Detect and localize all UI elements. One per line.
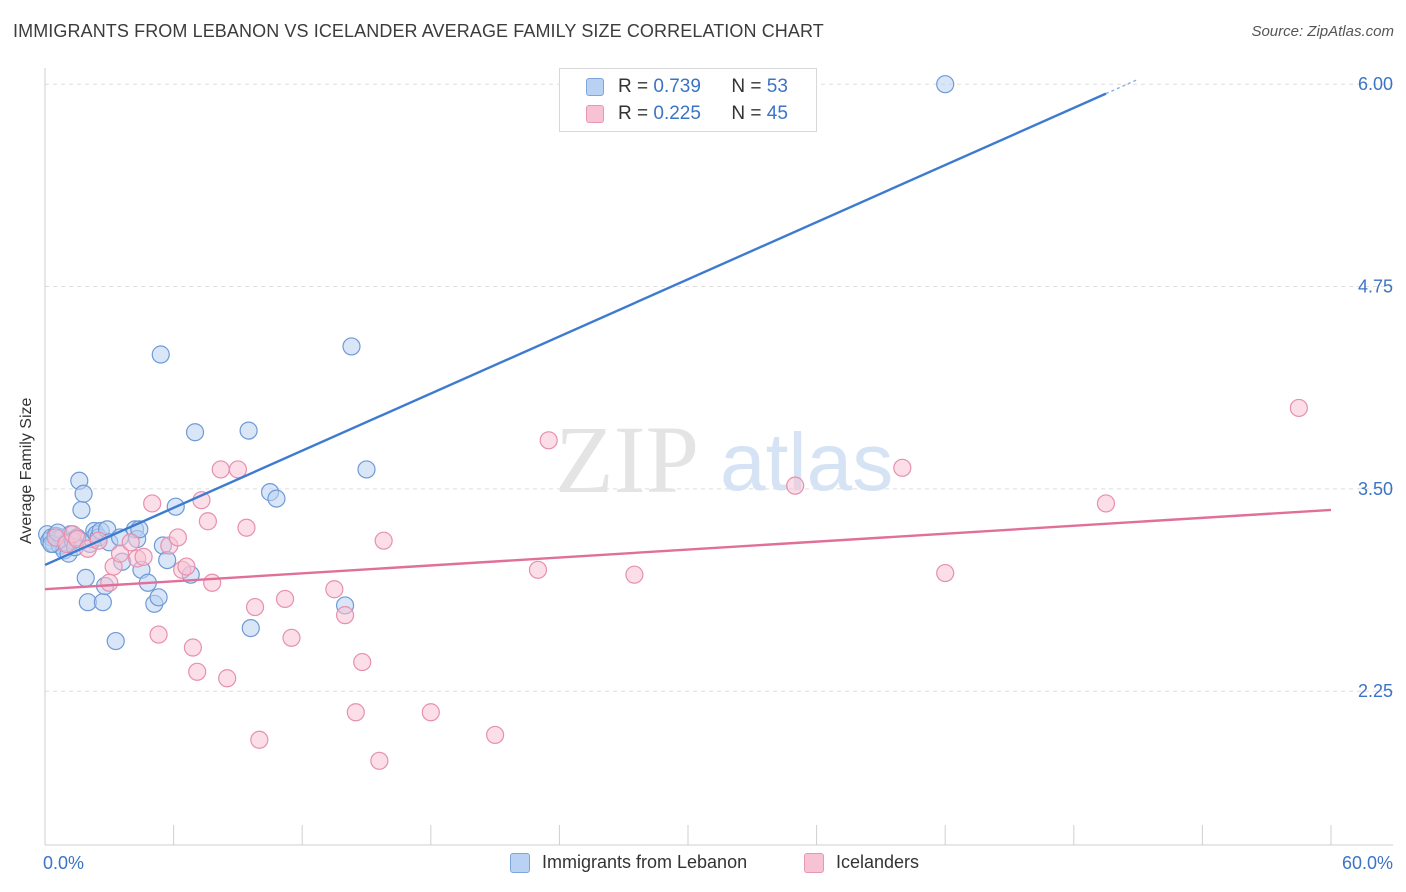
icelander-point [121,533,140,552]
y-tick-label: 2.25 [1358,681,1393,701]
icelander-point [275,589,295,609]
icelander-point [250,730,269,749]
lebanon-point [74,484,93,503]
icelander-point [183,638,202,657]
grid-lines [45,83,1393,692]
icelander-point [325,580,344,599]
lebanon-point [106,631,125,651]
chart-source: Source: ZipAtlas.com [1251,23,1394,40]
lebanon-point [342,337,361,356]
icelander-point [245,597,265,617]
icelander-point [203,573,222,592]
legend-item-lebanon: Immigrants from Lebanon [510,852,747,873]
icelander-point [421,703,440,722]
legend-row-lebanon: R = 0.739 N = 53 [586,74,788,100]
watermark-zip: ZIP [555,406,699,513]
icelander-point [149,625,168,644]
icelander-point [282,628,301,647]
icelander-point [346,703,365,722]
chart-title: IMMIGRANTS FROM LEBANON VS ICELANDER AVE… [13,21,824,41]
icelander-point [370,751,389,770]
x-tick-labels: 0.0% 60.0% [43,853,1393,873]
legend-swatch-pink [804,852,824,873]
icelander-point [936,563,955,583]
icelander-point [100,573,119,592]
icelander-point [110,544,130,563]
y-tick-label: 6.00 [1358,74,1393,94]
legend-row-icelanders: R = 0.225 N = 45 [586,101,788,127]
legend-n-label: N = [731,76,767,97]
legend-r-value: 0.225 [653,103,701,124]
y-tick-label: 4.75 [1358,277,1393,297]
icelander-point [211,460,230,479]
icelander-point [893,458,912,477]
legend-label-lebanon: Immigrants from Lebanon [542,852,748,872]
lebanon-point [936,75,955,94]
lebanon-point [93,593,112,612]
icelander-point [134,547,153,566]
lebanon-point [239,421,258,440]
icelander-point [374,531,393,550]
icelander-point [198,512,217,531]
x-tick-label-min: 0.0% [43,853,84,873]
lebanon-point [72,500,91,520]
icelander-point [188,662,207,681]
icelander-point [1096,494,1116,513]
legend-swatch-blue [586,78,604,96]
watermark: ZIP atlas [555,406,893,513]
legend-label-icelanders: Icelanders [836,852,920,872]
legend-n-value: 45 [766,103,788,124]
icelander-point [786,476,805,495]
y-tick-labels: 2.25 3.50 4.75 6.00 [1358,74,1393,701]
icelander-point [143,494,162,513]
lebanon-point [357,460,376,479]
icelanders-trend-line [44,508,1332,591]
icelander-point [353,652,372,672]
icelander-point [177,557,196,576]
series-legend: Immigrants from Lebanon Icelanders [0,852,1406,876]
lebanon-trend-line [44,92,1107,567]
legend-n-value: 53 [766,76,788,97]
legend-r-label: R = [618,103,654,124]
icelander-point [539,431,558,450]
legend-swatch-blue [510,852,530,873]
watermark-atlas: atlas [720,417,893,508]
lebanon-point [241,618,260,638]
icelander-point [528,560,548,579]
icelander-point [237,518,256,537]
axes [44,68,1393,846]
legend-r-value: 0.739 [653,76,701,97]
icelander-point [218,669,237,688]
lebanon-point [76,568,95,588]
lebanon-point [149,588,168,607]
trend-lines [44,78,1332,591]
legend-r-label: R = [618,76,654,97]
legend-n-label: N = [731,103,767,124]
lebanon-trend-extension [1105,78,1139,95]
y-axis-label: Average Family Size [18,397,35,544]
series-icelanders-points [46,398,1308,770]
lebanon-point [151,345,170,364]
y-tick-label: 3.50 [1358,479,1393,499]
icelander-point [168,528,187,547]
lebanon-point [267,489,286,508]
x-tick-label-max: 60.0% [1342,853,1393,873]
legend-item-icelanders: Icelanders [804,852,919,873]
icelander-point [486,725,505,745]
icelander-point [335,606,355,625]
icelander-point [1289,398,1308,418]
lebanon-point [185,423,205,442]
legend-swatch-pink [586,105,604,123]
icelander-point [625,565,644,584]
correlation-legend: R = 0.739 N = 53 R = 0.225 N = 45 [559,68,817,132]
